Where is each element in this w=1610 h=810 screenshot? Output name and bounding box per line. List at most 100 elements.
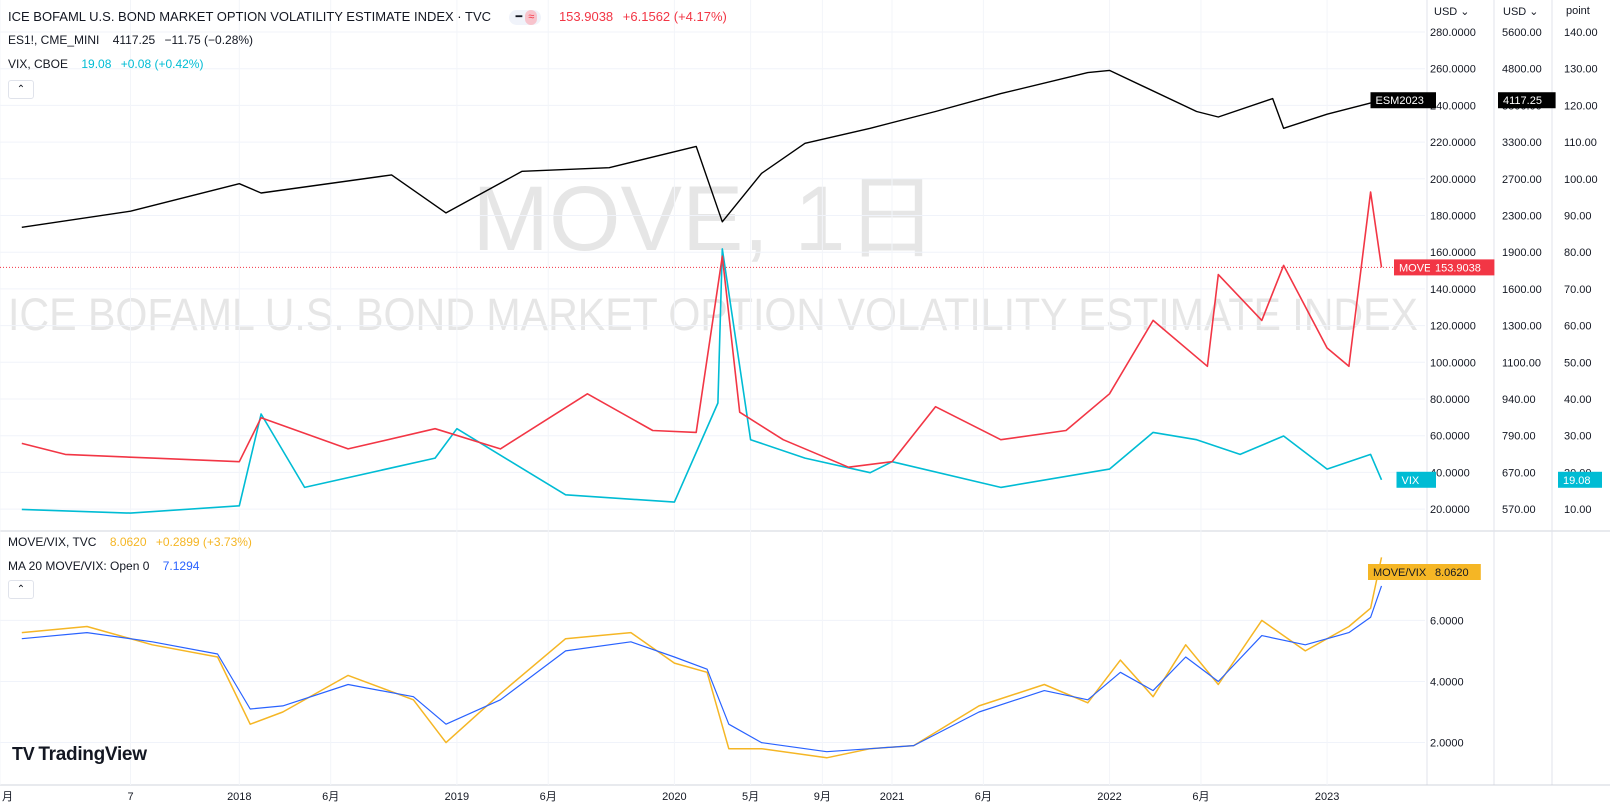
es-axis-tick: 1900.00 [1502, 247, 1542, 259]
move-axis-tick: 80.0000 [1430, 394, 1470, 406]
vix-axis-tick: 60.00 [1564, 321, 1592, 333]
vix-axis-tick: 90.00 [1564, 211, 1592, 223]
ratio-tag-value-bg [1430, 564, 1481, 580]
collapse-legend-button[interactable]: ⌃ [8, 80, 34, 99]
vix-legend[interactable]: VIX, CBOE 19.08 +0.08 (+0.42%) [8, 57, 203, 71]
ma-last-value: 7.1294 [162, 559, 200, 573]
move-axis-tick: 100.0000 [1430, 357, 1476, 369]
vix-tag-value-bg [1426, 471, 1436, 488]
time-axis-tick: 2022 [1097, 791, 1121, 803]
es-axis-tick: 570.00 [1502, 504, 1536, 516]
ratio-axis-tick: 6.0000 [1430, 615, 1464, 627]
es-tag-label-bg [1370, 92, 1426, 109]
move-axis-tick: 40.0000 [1430, 467, 1470, 479]
es-tag-value-bg [1426, 92, 1436, 109]
tradingview-logo-text: TradingView [38, 744, 147, 765]
time-axis-tick: 6月 [322, 791, 339, 803]
es-axis-tick: 670.00 [1502, 467, 1536, 479]
vix-tag-label: VIX [1402, 475, 1420, 487]
move-axis-tick: 220.0000 [1430, 137, 1476, 149]
vix-axis-tick: 10.00 [1564, 504, 1592, 516]
move-tag-value-bg [1430, 259, 1495, 276]
vix-axis-tick: 100.00 [1564, 174, 1598, 186]
ratio-tag-label-bg [1368, 564, 1430, 580]
main-symbol-legend: ICE BOFAML U.S. BOND MARKET OPTION VOLAT… [8, 9, 727, 26]
time-axis-tick: 6月 [1192, 791, 1209, 803]
es-symbol-label: ES1!, CME_MINI [8, 33, 100, 47]
ma-legend[interactable]: MA 20 MOVE/VIX: Open 0 7.1294 [8, 559, 199, 573]
time-axis-tick: 7 [127, 791, 133, 803]
vix-axis-tick: 80.00 [1564, 247, 1592, 259]
move-axis-tick: 160.0000 [1430, 247, 1476, 259]
ratio-series-line [21, 557, 1383, 759]
chevron-up-icon: ⌃ [16, 584, 26, 595]
ratio-last-value: 8.0620 [109, 535, 147, 549]
vix-axis-tick: 120.00 [1564, 100, 1598, 112]
collapse-indicator-legend-button[interactable]: ⌃ [8, 580, 34, 599]
line-style-icon[interactable]: ━ [515, 11, 523, 24]
time-axis-tick: 9月 [814, 791, 831, 803]
vix-axis-unit-label: point [1566, 5, 1590, 17]
move-axis-tick: 280.0000 [1430, 27, 1476, 39]
es-axis-tick: 1100.00 [1502, 357, 1541, 369]
tradingview-mark-icon: TV [12, 744, 35, 764]
time-axis-tick: 2020 [662, 791, 686, 803]
time-axis-tick: 6月 [540, 791, 557, 803]
main-symbol-title: ICE BOFAML U.S. BOND MARKET OPTION VOLAT… [8, 9, 492, 24]
vix-tag-label-bg [1396, 471, 1426, 488]
vix-change: +0.08 (+0.42%) [120, 57, 204, 71]
ratio-tag-label: MOVE/VIX [1373, 567, 1427, 579]
watermark-symbol: MOVE, 1日 [472, 168, 937, 270]
es-price-value-bg [1498, 92, 1556, 109]
es-axis-unit-dropdown[interactable]: USD ⌄ [1503, 6, 1539, 18]
tradingview-logo[interactable]: TV TradingView [12, 744, 147, 766]
ma-series-line [21, 585, 1383, 753]
es-last-value: 4117.25 [112, 33, 156, 47]
move-tag-label-bg [1394, 259, 1430, 276]
vix-symbol-label: VIX, CBOE [8, 57, 69, 71]
es-axis-tick: 5600.00 [1502, 27, 1542, 39]
ratio-axis-tick: 2.0000 [1430, 738, 1464, 750]
move-axis-unit-dropdown[interactable]: USD ⌄ [1434, 6, 1470, 18]
vix-axis-tick: 40.00 [1564, 394, 1592, 406]
move-axis-tick: 260.0000 [1430, 64, 1476, 76]
move-axis-tick: 20.0000 [1430, 504, 1470, 516]
ratio-symbol-label: MOVE/VIX, TVC [8, 535, 97, 549]
move-tag-label: MOVE [1399, 262, 1431, 274]
vix-price-value-bg [1558, 471, 1602, 488]
es-legend[interactable]: ES1!, CME_MINI 4117.25 −11.75 (−0.28%) [8, 33, 253, 47]
vix-axis-tick: 110.00 [1564, 137, 1597, 149]
time-axis-tick: 5月 [742, 791, 759, 803]
vix-series-line [21, 248, 1383, 514]
es-price-value: 4117.25 [1503, 95, 1542, 107]
move-change: +6.1562 (+4.17%) [622, 9, 727, 24]
es-axis-tick: 4800.00 [1502, 64, 1542, 76]
ratio-legend[interactable]: MOVE/VIX, TVC 8.0620 +0.2899 (+3.73%) [8, 535, 252, 549]
ratio-tag-value: 8.0620 [1435, 567, 1469, 579]
es-series-line [21, 69, 1382, 228]
approx-icon[interactable]: ≈ [525, 10, 538, 26]
es-axis-tick: 3300.00 [1502, 137, 1542, 149]
es-axis-tick: 1600.00 [1502, 284, 1542, 296]
vix-last-value: 19.08 [81, 57, 112, 71]
vix-price-value: 19.08 [1563, 475, 1591, 487]
move-axis-tick: 180.0000 [1430, 211, 1476, 223]
es-axis-tick: 1300.00 [1502, 321, 1542, 333]
chart-style-toggle[interactable]: ━ ≈ [508, 10, 542, 26]
move-axis-tick: 120.0000 [1430, 321, 1476, 333]
vix-axis-tick: 130.00 [1564, 64, 1598, 76]
es-axis-tick: 790.00 [1502, 431, 1536, 443]
vix-axis-tick: 70.00 [1564, 284, 1592, 296]
move-axis-tick: 60.0000 [1430, 431, 1470, 443]
es-tag-label: ESM2023 [1376, 95, 1424, 107]
move-series-line [21, 191, 1383, 469]
move-axis-tick: 200.0000 [1430, 174, 1476, 186]
ma-indicator-label: MA 20 MOVE/VIX: Open 0 [8, 559, 150, 573]
es-axis-tick: 940.00 [1502, 394, 1536, 406]
vix-axis-tick: 50.00 [1564, 357, 1592, 369]
time-axis-tick: 2018 [227, 791, 251, 803]
vix-axis-tick: 30.00 [1564, 431, 1592, 443]
move-axis-tick: 240.0000 [1430, 100, 1476, 112]
vix-axis-tick: 140.00 [1564, 27, 1598, 39]
